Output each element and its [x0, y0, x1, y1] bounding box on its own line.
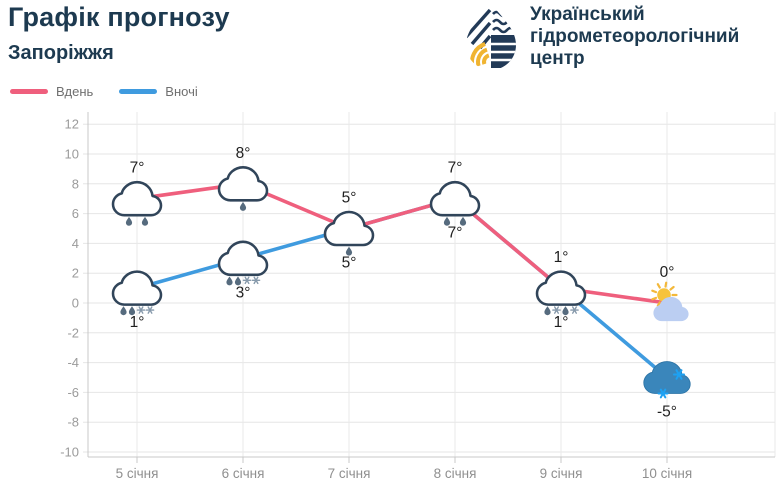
y-tick-label: -8	[67, 415, 79, 430]
y-grid: 12 10 8 6 4 2 0 -2 -4 -6 -8 -10	[60, 117, 775, 460]
cloud-rain-snow-icon	[217, 240, 269, 286]
y-tick-label: 10	[65, 147, 79, 162]
temp-label: 5°	[342, 255, 357, 272]
axes	[87, 112, 775, 458]
temp-label: 5°	[342, 190, 357, 207]
page-title: Графік прогнозу	[8, 2, 230, 32]
night-series-line	[135, 196, 669, 380]
sun-behind-cloud-icon	[651, 281, 689, 322]
uhmc-logo-icon	[466, 3, 516, 68]
legend-item-day[interactable]: Вдень	[10, 84, 93, 99]
y-tick-label: -10	[60, 445, 79, 460]
uhmc-org-name: Український гідрометеорологічний центр	[530, 4, 739, 70]
cloud-rain-snow-icon	[111, 270, 163, 316]
x-tick-label: 6 січня	[222, 466, 265, 481]
temp-label: 8°	[236, 145, 251, 162]
cloud-snow-mix-icon	[535, 270, 587, 316]
y-tick-label: 0	[72, 296, 79, 311]
y-tick-label: 6	[72, 206, 79, 221]
x-tick-label: 5 січня	[116, 466, 159, 481]
temp-label: 7°	[448, 225, 463, 242]
legend-item-night[interactable]: Вночі	[119, 84, 198, 99]
y-tick-label: 8	[72, 176, 79, 191]
temp-label: 1°	[554, 314, 569, 331]
org-name-line-2: гідрометеорологічний	[530, 26, 740, 47]
cloud-rain-icon	[429, 180, 481, 226]
temp-label: 1°	[130, 314, 145, 331]
blue-snow-cloud-icon	[643, 361, 691, 399]
city-subtitle: Запоріжжя	[8, 42, 114, 64]
temp-label: 7°	[130, 160, 145, 177]
day-series-swatch	[10, 89, 48, 94]
temp-label: 0°	[660, 264, 675, 281]
uhmc-brand: Український гідрометеорологічний центр	[464, 2, 739, 70]
org-name-line-3: центр	[530, 48, 585, 69]
x-tick-label: 9 січня	[540, 466, 583, 481]
org-name-line-1: Український	[530, 4, 645, 25]
temp-label: -5°	[657, 404, 677, 421]
temp-label: 1°	[554, 249, 569, 266]
x-tick-label: 8 січня	[434, 466, 477, 481]
y-tick-label: 2	[72, 266, 79, 281]
cloud-light-rain-icon	[217, 166, 269, 211]
x-grid: 5 січня 6 січня 7 січня 8 січня 9 січня 10 сі…	[116, 112, 776, 481]
cloud-rain-icon	[111, 180, 163, 226]
y-tick-label: 4	[72, 236, 79, 251]
y-tick-label: -6	[67, 385, 79, 400]
legend-label-day: Вдень	[56, 84, 94, 99]
cloud-light-rain-icon	[323, 210, 375, 256]
y-tick-label: -4	[67, 355, 79, 370]
y-tick-label: -2	[67, 325, 79, 340]
x-tick-label: 10 січня	[642, 466, 692, 481]
temp-label: 3°	[236, 284, 251, 301]
night-series-swatch	[119, 89, 158, 94]
y-tick-label: 12	[65, 117, 79, 132]
temp-label: 7°	[448, 160, 463, 177]
x-tick-label: 7 січня	[328, 466, 371, 481]
legend-label-night: Вночі	[165, 84, 198, 99]
chart-legend: Вдень Вночі	[10, 84, 198, 99]
